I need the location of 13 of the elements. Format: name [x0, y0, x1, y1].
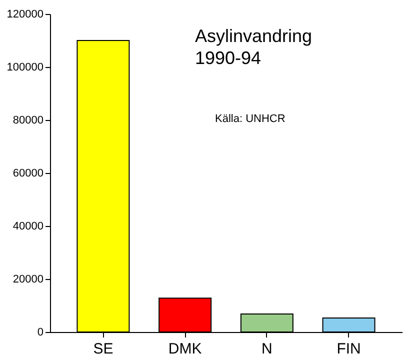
x-tick-label: SE	[93, 340, 114, 358]
text: Asylinvandring 1990-94	[195, 26, 312, 68]
x-tick-label: DMK	[168, 340, 202, 358]
x-tick-label: N	[262, 340, 272, 358]
x-tick-label: FIN	[336, 340, 361, 358]
y-tick-label: 0	[37, 326, 44, 338]
y-tick-label: 80000	[12, 114, 44, 126]
annotation: Källa: UNHCR	[215, 113, 286, 125]
y-tick-label: 40000	[12, 220, 44, 232]
y-tick-label: 60000	[12, 168, 44, 180]
y-tick-label: 120000	[6, 8, 44, 20]
y-tick-label: 20000	[12, 274, 44, 286]
y-tick-label: 100000	[6, 62, 44, 74]
